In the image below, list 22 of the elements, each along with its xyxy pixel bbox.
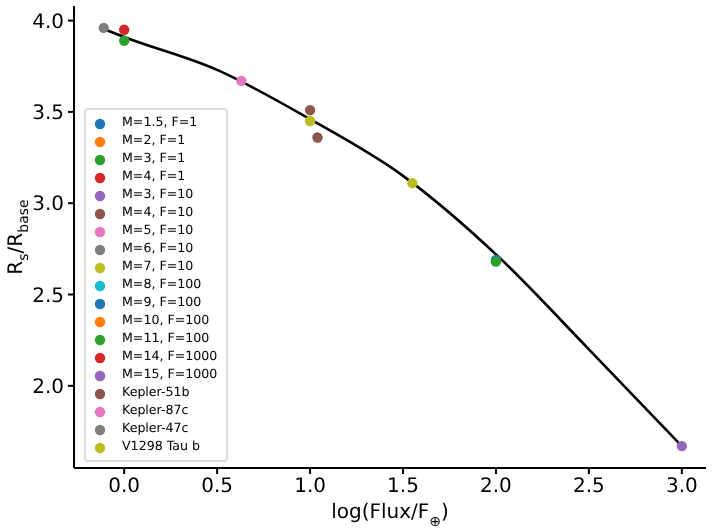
x-tick-label: 2.5 [572, 476, 605, 499]
point [236, 75, 247, 87]
x-tick-label: 3.0 [665, 476, 698, 499]
point [304, 104, 316, 116]
y-tick-label: 2.0 [32, 376, 64, 399]
point [98, 22, 109, 34]
point [304, 115, 316, 127]
x-tick-label: 0.0 [108, 476, 141, 499]
point [118, 24, 130, 35]
x-tick-label: 0.5 [201, 476, 234, 499]
x-tick-label: 1.0 [294, 476, 326, 499]
point [676, 440, 688, 452]
x-tick-label: 1.5 [387, 476, 419, 499]
x-tick-label: 2.0 [480, 476, 512, 499]
y-tick-label: 3.0 [32, 194, 64, 217]
y-tick-label: 2.5 [32, 285, 64, 308]
point [118, 35, 130, 46]
y-tick-label: 3.5 [32, 103, 64, 126]
x-axis-title: log(Flux/F$_{⊕}$) [331, 502, 450, 530]
y-tick-label: 4.0 [32, 11, 64, 34]
point [312, 132, 323, 143]
point [407, 177, 418, 189]
